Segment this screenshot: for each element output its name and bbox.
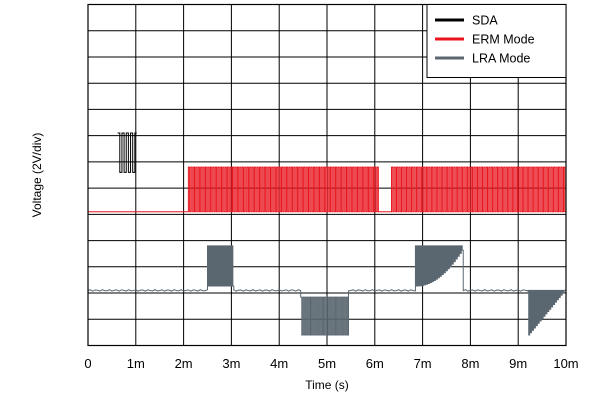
plot-border <box>87 3 567 347</box>
legend-label: SDA <box>472 14 498 28</box>
trace-sda <box>117 132 137 173</box>
legend: SDA ERM Mode LRA Mode <box>426 4 567 78</box>
trace-lra-mode <box>87 245 567 336</box>
traces <box>87 132 567 336</box>
legend-box <box>426 4 567 78</box>
x-tick-label: 10m <box>553 356 578 371</box>
trace-erm-mode <box>88 166 566 213</box>
legend-label: LRA Mode <box>472 52 530 66</box>
x-tick-label: 7m <box>414 356 432 371</box>
x-axis-title: Time (s) <box>305 378 349 392</box>
x-tick-label: 3m <box>222 356 240 371</box>
x-tick-label: 2m <box>175 356 193 371</box>
x-tick-label: 4m <box>270 356 288 371</box>
x-tick-label: 5m <box>318 356 336 371</box>
y-axis-title: Voltage (2V/div) <box>30 133 44 218</box>
legend-label: ERM Mode <box>472 33 535 47</box>
grid <box>88 4 566 346</box>
x-tick-label: 0 <box>84 356 91 371</box>
x-tick-label: 6m <box>366 356 384 371</box>
x-tick-label: 9m <box>509 356 527 371</box>
x-tick-label: 1m <box>127 356 145 371</box>
x-tick-labels: 0 1m 2m 3m 4m 5m 6m 7m 8m 9m 10m <box>84 356 578 371</box>
x-tick-label: 8m <box>461 356 479 371</box>
